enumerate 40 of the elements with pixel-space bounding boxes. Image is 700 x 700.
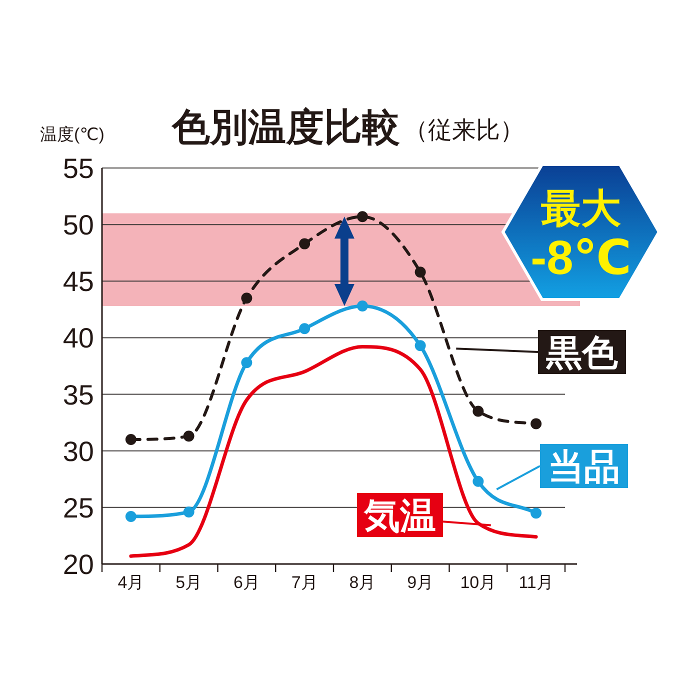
chart-title: 色別温度比較: [171, 106, 400, 149]
point: [241, 357, 252, 368]
x-tick-label: 11月: [518, 573, 554, 592]
point: [183, 430, 194, 442]
point: [530, 418, 542, 430]
point: [414, 266, 426, 278]
y-axis-title: 温度(℃): [40, 125, 104, 144]
y-tick-label: 55: [62, 153, 94, 184]
x-tick-label: 5月: [176, 573, 202, 592]
point: [356, 300, 368, 312]
y-tick-label: 30: [62, 436, 94, 467]
x-tick-label: 10月: [460, 573, 496, 592]
point: [125, 434, 136, 446]
point: [299, 323, 310, 334]
x-tick-label: 4月: [118, 573, 144, 592]
legend-label: 当品: [548, 446, 620, 487]
point: [356, 211, 368, 222]
x-tick-label: 9月: [407, 573, 434, 592]
y-tick-label: 20: [62, 549, 94, 580]
annotation: 最大: [541, 187, 621, 231]
point: [183, 506, 194, 518]
y-tick-label: 45: [62, 266, 94, 298]
point: [472, 476, 484, 487]
point: [299, 238, 310, 250]
line-series: [129, 345, 538, 558]
point: [241, 292, 252, 304]
y-tick-label: 40: [62, 322, 94, 354]
point: [472, 406, 484, 417]
y-tick-label: 50: [62, 210, 94, 241]
point: [414, 340, 426, 352]
x-tick-label: 7月: [291, 573, 318, 592]
x-tick-label: 6月: [233, 573, 260, 592]
x-tick-label: 8月: [349, 573, 376, 592]
point: [530, 508, 542, 519]
point: [125, 510, 136, 522]
y-tick-label: 35: [62, 379, 94, 410]
chart-subtitle: （従来比）: [404, 117, 524, 144]
y-tick-label: 25: [62, 492, 94, 524]
legend-label: 黒色: [545, 332, 618, 373]
annotation: -8℃: [530, 232, 632, 285]
